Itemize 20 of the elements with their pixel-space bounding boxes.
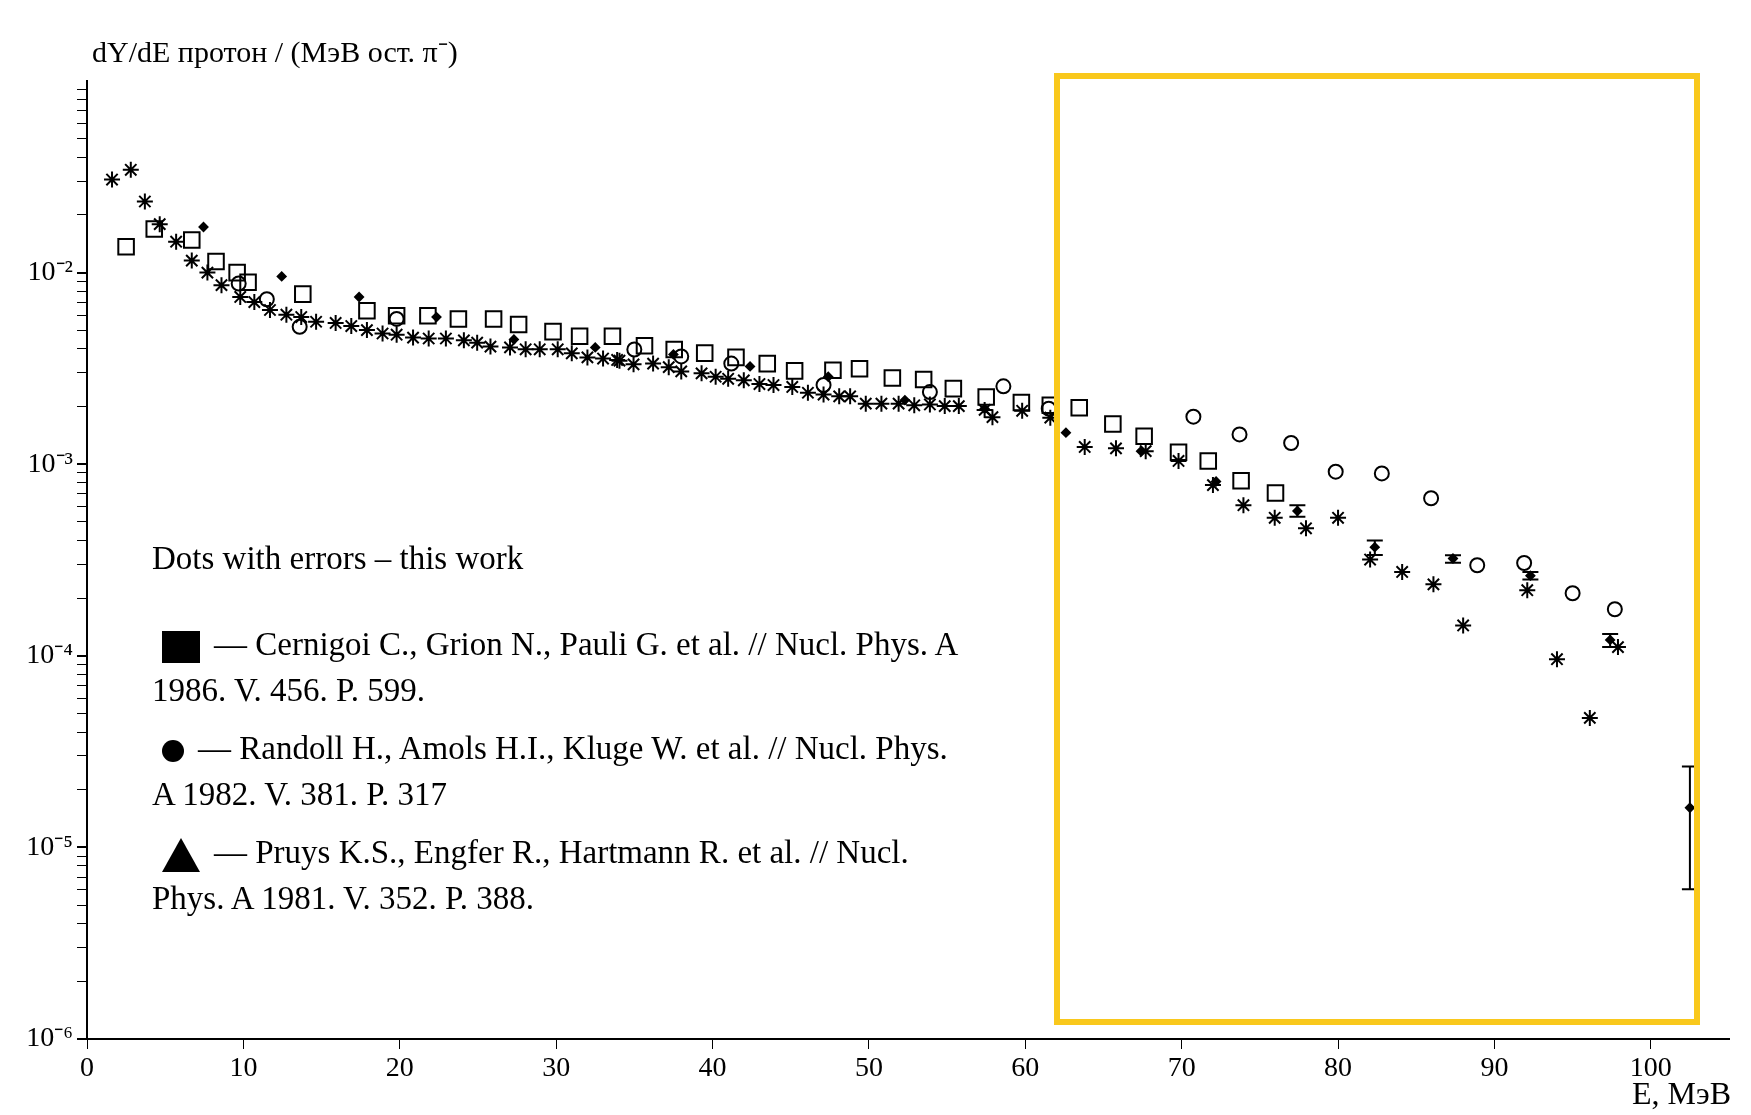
y-tick-label: 10⁻⁶: [26, 1021, 73, 1053]
x-tick-label: 20: [385, 1051, 414, 1083]
x-tick-label: 40: [698, 1051, 727, 1083]
y-tick-label: 10⁻³: [27, 446, 73, 478]
annotation: Dots with errors – this work: [152, 540, 524, 576]
x-tick-label: 90: [1480, 1051, 1509, 1083]
x-tick-label: 80: [1324, 1051, 1353, 1083]
annotation: — Pruys K.S., Engfer R., Hartmann R. et al. // Nucl. Phys. A 1981. V. 352. P. 388.: [152, 834, 909, 916]
y-tick-label: 10⁻²: [27, 254, 73, 286]
x-tick-label: 30: [542, 1051, 571, 1083]
y-tick-label: 10⁻⁴: [26, 638, 73, 670]
y-axis-title: dY/dE протон / (МэВ ост. π⁻): [92, 34, 458, 70]
x-tick-label: 70: [1167, 1051, 1196, 1083]
y-tick-label: 10⁻⁵: [26, 829, 73, 861]
x-tick-label: 0: [80, 1051, 94, 1083]
x-tick-label: 50: [854, 1051, 883, 1083]
x-tick-label: 60: [1011, 1051, 1040, 1083]
annotation: — Cernigoi C., Grion N., Pauli G. et al. // Nucl. Phys. A 1986. V. 456. P. 599.: [152, 626, 957, 708]
annotation: — Randoll H., Amols H.I., Kluge W. et al. // Nucl. Phys. A 1982. V. 381. P. 317: [152, 730, 948, 812]
x-tick-label: 10: [229, 1051, 258, 1083]
